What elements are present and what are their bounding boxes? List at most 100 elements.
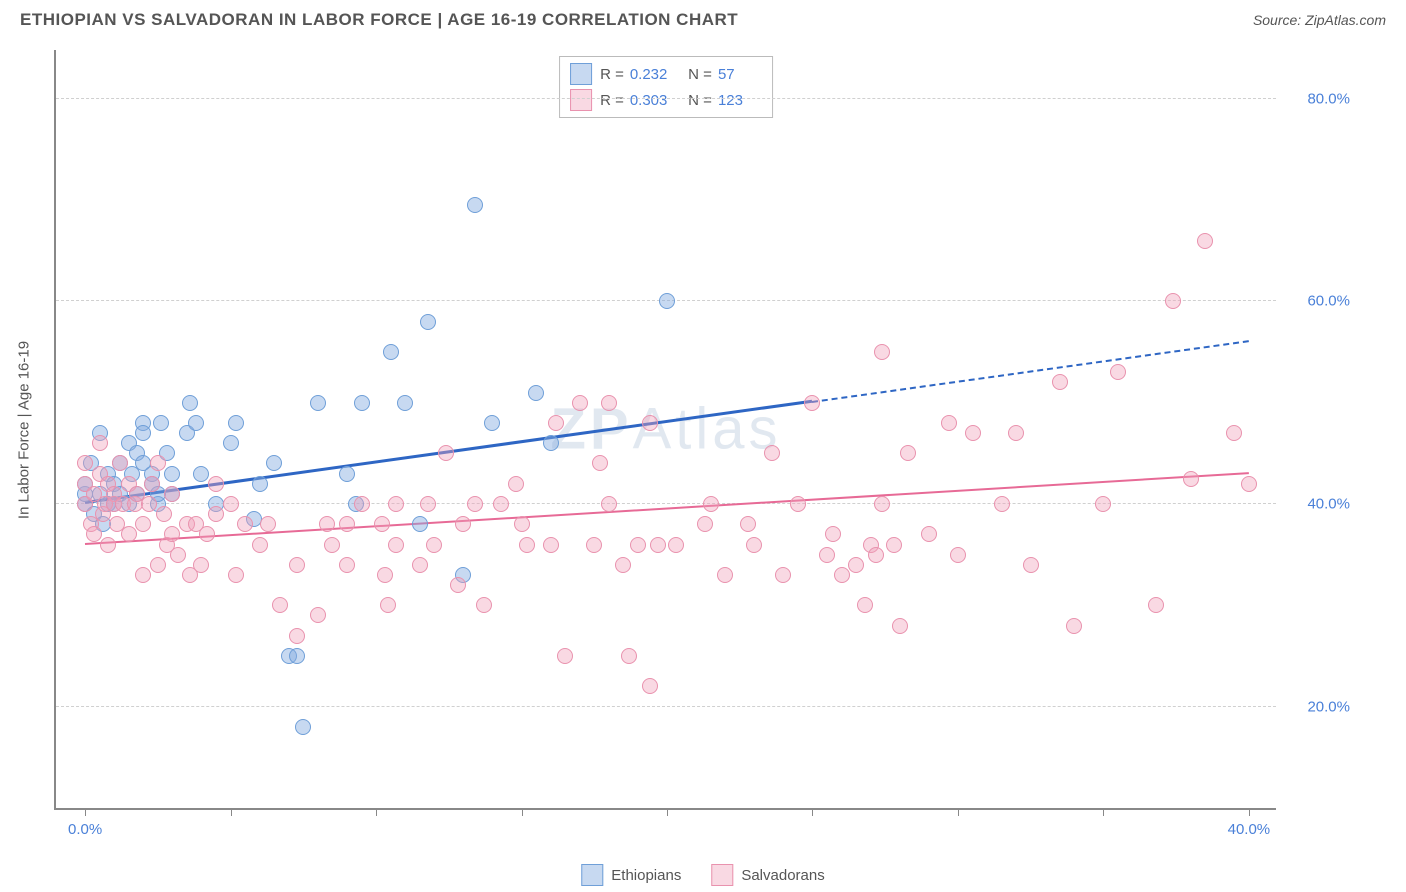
scatter-point-ethiopians xyxy=(484,415,500,431)
x-tick xyxy=(376,808,377,816)
r-value-salvadorans: 0.303 xyxy=(630,92,674,109)
scatter-point-salvadorans xyxy=(260,516,276,532)
scatter-point-salvadorans xyxy=(621,648,637,664)
stats-row-ethiopians: R = 0.232 N = 57 xyxy=(570,61,762,87)
n-label: N = xyxy=(680,92,712,109)
scatter-point-salvadorans xyxy=(455,516,471,532)
scatter-point-salvadorans xyxy=(388,496,404,512)
gridline-h xyxy=(56,98,1276,99)
scatter-point-salvadorans xyxy=(476,597,492,613)
scatter-point-salvadorans xyxy=(586,537,602,553)
legend-label-salvadorans: Salvadorans xyxy=(741,867,824,884)
chart-wrapper: ETHIOPIAN VS SALVADORAN IN LABOR FORCE |… xyxy=(0,0,1406,892)
scatter-point-salvadorans xyxy=(1197,233,1213,249)
plot-container: In Labor Force | Age 16-19 ZPAtlas R = 0… xyxy=(54,50,1364,810)
scatter-point-salvadorans xyxy=(374,516,390,532)
scatter-point-salvadorans xyxy=(412,557,428,573)
scatter-point-ethiopians xyxy=(182,395,198,411)
scatter-point-salvadorans xyxy=(467,496,483,512)
y-tick-label: 60.0% xyxy=(1307,293,1350,310)
scatter-point-salvadorans xyxy=(615,557,631,573)
scatter-point-salvadorans xyxy=(642,415,658,431)
scatter-point-salvadorans xyxy=(1148,597,1164,613)
scatter-point-salvadorans xyxy=(237,516,253,532)
scatter-point-ethiopians xyxy=(543,435,559,451)
scatter-point-salvadorans xyxy=(804,395,820,411)
gridline-h xyxy=(56,503,1276,504)
scatter-point-salvadorans xyxy=(825,526,841,542)
x-tick xyxy=(812,808,813,816)
x-tick xyxy=(85,808,86,816)
y-axis-label: In Labor Force | Age 16-19 xyxy=(16,341,33,519)
scatter-point-salvadorans xyxy=(339,557,355,573)
scatter-point-salvadorans xyxy=(170,547,186,563)
scatter-point-salvadorans xyxy=(380,597,396,613)
scatter-point-ethiopians xyxy=(228,415,244,431)
x-tick xyxy=(522,808,523,816)
scatter-point-ethiopians xyxy=(223,435,239,451)
scatter-point-salvadorans xyxy=(874,496,890,512)
scatter-point-salvadorans xyxy=(642,678,658,694)
x-tick xyxy=(667,808,668,816)
scatter-point-salvadorans xyxy=(100,537,116,553)
x-tick xyxy=(231,808,232,816)
y-tick-label: 20.0% xyxy=(1307,698,1350,715)
scatter-point-salvadorans xyxy=(1052,374,1068,390)
scatter-point-salvadorans xyxy=(601,395,617,411)
stats-legend: R = 0.232 N = 57 R = 0.303 N = 123 xyxy=(559,56,773,118)
scatter-point-salvadorans xyxy=(630,537,646,553)
scatter-point-salvadorans xyxy=(493,496,509,512)
scatter-point-salvadorans xyxy=(438,445,454,461)
scatter-point-salvadorans xyxy=(150,557,166,573)
swatch-ethiopians xyxy=(570,63,592,85)
y-tick-label: 80.0% xyxy=(1307,90,1350,107)
y-tick-label: 40.0% xyxy=(1307,496,1350,513)
x-tick-label: 40.0% xyxy=(1228,821,1271,838)
x-tick xyxy=(1249,808,1250,816)
scatter-point-salvadorans xyxy=(508,476,524,492)
scatter-point-ethiopians xyxy=(252,476,268,492)
scatter-point-salvadorans xyxy=(426,537,442,553)
scatter-point-salvadorans xyxy=(1008,425,1024,441)
x-tick xyxy=(958,808,959,816)
scatter-point-salvadorans xyxy=(141,496,157,512)
scatter-point-salvadorans xyxy=(886,537,902,553)
scatter-point-salvadorans xyxy=(650,537,666,553)
scatter-point-salvadorans xyxy=(319,516,335,532)
scatter-point-ethiopians xyxy=(135,425,151,441)
scatter-point-salvadorans xyxy=(135,516,151,532)
scatter-point-ethiopians xyxy=(310,395,326,411)
n-label: N = xyxy=(680,66,712,83)
scatter-point-salvadorans xyxy=(950,547,966,563)
scatter-point-salvadorans xyxy=(164,526,180,542)
scatter-point-salvadorans xyxy=(1241,476,1257,492)
scatter-point-salvadorans xyxy=(921,526,937,542)
scatter-point-salvadorans xyxy=(1110,364,1126,380)
scatter-point-salvadorans xyxy=(740,516,756,532)
scatter-point-salvadorans xyxy=(193,557,209,573)
scatter-point-salvadorans xyxy=(892,618,908,634)
scatter-point-salvadorans xyxy=(764,445,780,461)
scatter-point-salvadorans xyxy=(1066,618,1082,634)
scatter-point-salvadorans xyxy=(324,537,340,553)
scatter-point-salvadorans xyxy=(121,526,137,542)
scatter-point-salvadorans xyxy=(150,455,166,471)
scatter-point-salvadorans xyxy=(86,526,102,542)
scatter-point-ethiopians xyxy=(467,197,483,213)
scatter-point-salvadorans xyxy=(965,425,981,441)
scatter-point-salvadorans xyxy=(790,496,806,512)
scatter-point-salvadorans xyxy=(228,567,244,583)
scatter-point-salvadorans xyxy=(848,557,864,573)
scatter-point-salvadorans xyxy=(868,547,884,563)
legend-item-salvadorans: Salvadorans xyxy=(711,864,824,886)
scatter-point-ethiopians xyxy=(659,293,675,309)
stats-row-salvadorans: R = 0.303 N = 123 xyxy=(570,87,762,113)
scatter-point-salvadorans xyxy=(289,557,305,573)
scatter-point-salvadorans xyxy=(601,496,617,512)
scatter-point-salvadorans xyxy=(420,496,436,512)
legend-swatch-ethiopians xyxy=(581,864,603,886)
legend-label-ethiopians: Ethiopians xyxy=(611,867,681,884)
gridline-h xyxy=(56,706,1276,707)
scatter-point-salvadorans xyxy=(572,395,588,411)
scatter-point-salvadorans xyxy=(377,567,393,583)
